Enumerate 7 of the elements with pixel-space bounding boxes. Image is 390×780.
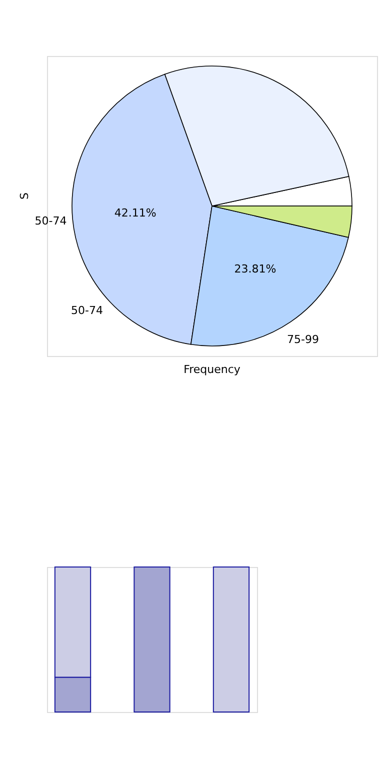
slice-label: 75-99 xyxy=(287,333,319,346)
data-label: 42.11% xyxy=(114,206,156,220)
text: 50-74 xyxy=(71,304,103,317)
slice-label: 50-74 xyxy=(34,214,67,228)
data-label: 23.81% xyxy=(234,262,276,276)
text: Frequency xyxy=(184,363,241,376)
text: S xyxy=(18,192,31,200)
